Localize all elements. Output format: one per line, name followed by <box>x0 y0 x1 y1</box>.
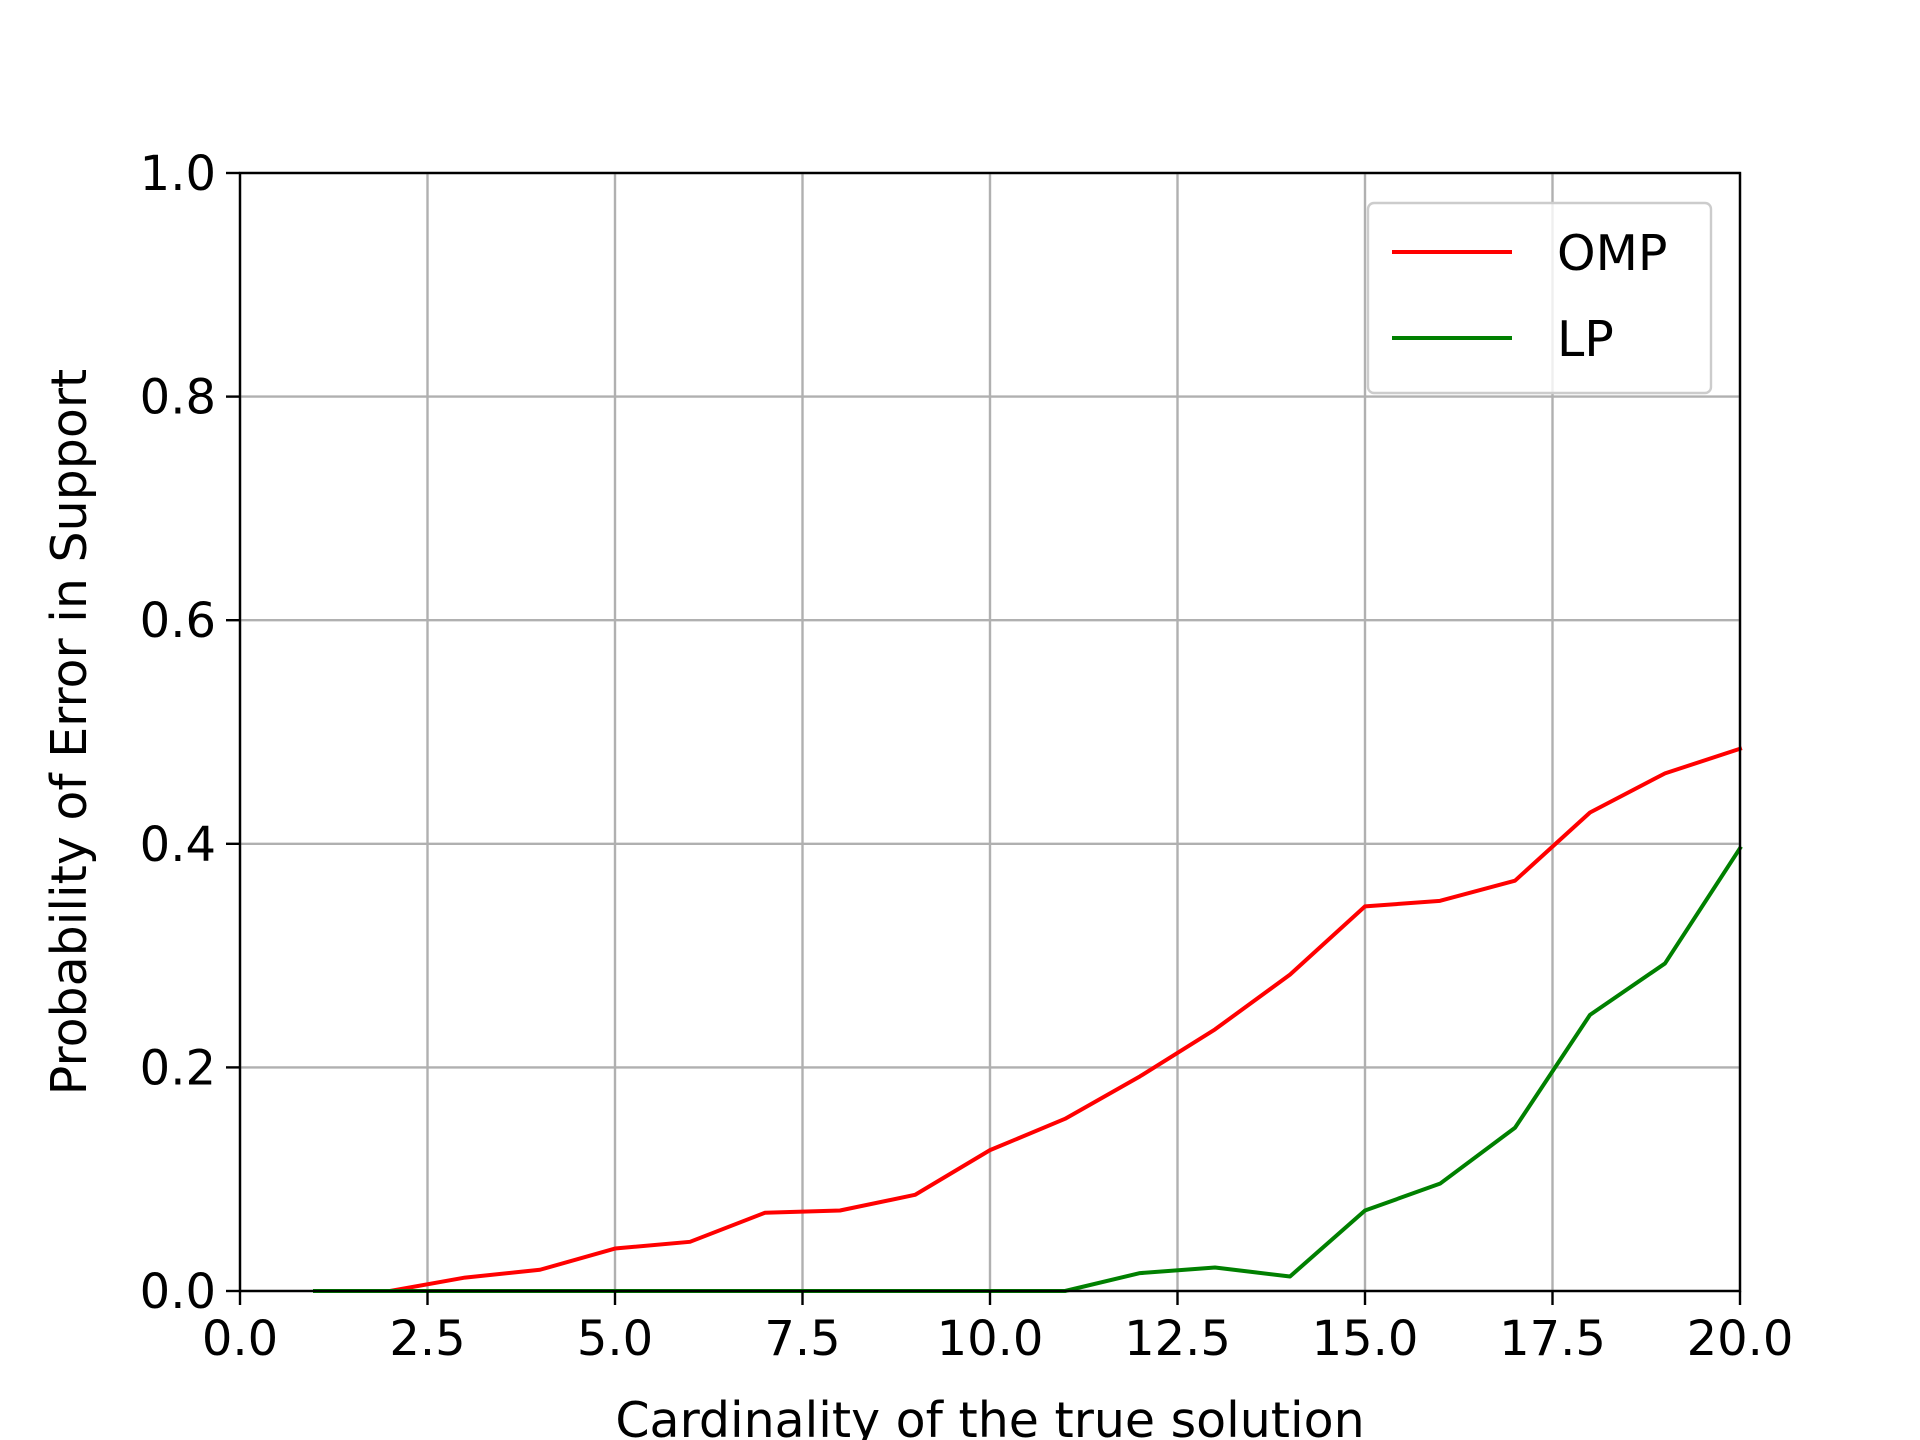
y-tick-label: 0.2 <box>140 1040 216 1096</box>
x-tick-label: 15.0 <box>1312 1311 1419 1367</box>
x-tick-label: 5.0 <box>577 1311 653 1367</box>
grid <box>238 171 1742 1293</box>
y-axis-label: Probability of Error in Support <box>41 369 98 1095</box>
y-tick-label: 1.0 <box>140 146 216 202</box>
x-tick-label: 7.5 <box>764 1311 840 1367</box>
legend: OMP LP <box>1366 201 1713 395</box>
x-tick-label: 10.0 <box>937 1311 1044 1367</box>
legend-label-omp: OMP <box>1557 225 1667 282</box>
y-tick-label: 0.4 <box>140 817 216 873</box>
series-lines <box>313 746 1743 1293</box>
legend-entries: OMP LP <box>1392 225 1667 368</box>
x-axis-label: Cardinality of the true solution <box>615 1392 1364 1440</box>
y-tick-label: 0.8 <box>140 370 216 426</box>
series-line-omp <box>313 746 1743 1293</box>
x-tick-label: 17.5 <box>1499 1311 1606 1367</box>
x-tick-label: 20.0 <box>1687 1311 1794 1367</box>
axis-ticks: 0.0 2.5 5.0 7.5 10.0 12.5 15.0 17.5 20.0 0.0 0.2 0.… <box>140 146 1794 1367</box>
y-tick-label: 0.6 <box>140 593 216 649</box>
x-tick-label: 0.0 <box>202 1311 278 1367</box>
legend-label-lp: LP <box>1557 311 1614 368</box>
x-tick-label: 2.5 <box>389 1311 465 1367</box>
x-tick-label: 12.5 <box>1124 1311 1231 1367</box>
series-line-lp <box>313 845 1743 1293</box>
y-tick-label: 0.0 <box>140 1264 216 1320</box>
